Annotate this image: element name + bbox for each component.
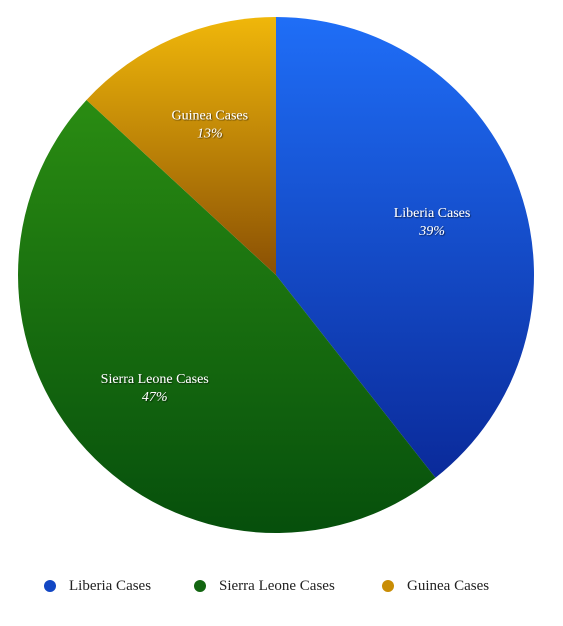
legend-item-sierra-leone[interactable]: Sierra Leone Cases <box>194 574 335 598</box>
pie-chart: Liberia Cases 39% Sierra Leone Cases 47% Gui… <box>17 17 534 534</box>
legend-item-liberia[interactable]: Liberia Cases <box>44 574 151 598</box>
pie-slice-guinea[interactable] <box>86 17 276 275</box>
legend-item-guinea[interactable]: Guinea Cases <box>382 574 489 598</box>
legend-swatch-liberia <box>44 580 56 592</box>
legend-label-sierra-leone: Sierra Leone Cases <box>219 577 335 594</box>
slice-value-sierra-leone: 47% <box>142 390 168 405</box>
legend-label-guinea: Guinea Cases <box>407 577 490 594</box>
legend-swatch-guinea <box>382 580 394 592</box>
slice-value-liberia: 39% <box>418 224 445 239</box>
slice-label-sierra-leone: Sierra Leone Cases <box>101 372 209 387</box>
legend: Liberia Cases Sierra Leone Cases Guinea … <box>0 574 563 598</box>
legend-label-liberia: Liberia Cases <box>69 577 152 594</box>
legend-swatch-sierra-leone <box>194 580 206 592</box>
slice-label-guinea: Guinea Cases <box>172 109 249 124</box>
pie-slice-liberia[interactable] <box>276 17 534 478</box>
slice-label-liberia: Liberia Cases <box>394 206 471 221</box>
slice-value-guinea: 13% <box>197 127 223 142</box>
pie-slice-sierra-leone[interactable] <box>17 99 436 534</box>
